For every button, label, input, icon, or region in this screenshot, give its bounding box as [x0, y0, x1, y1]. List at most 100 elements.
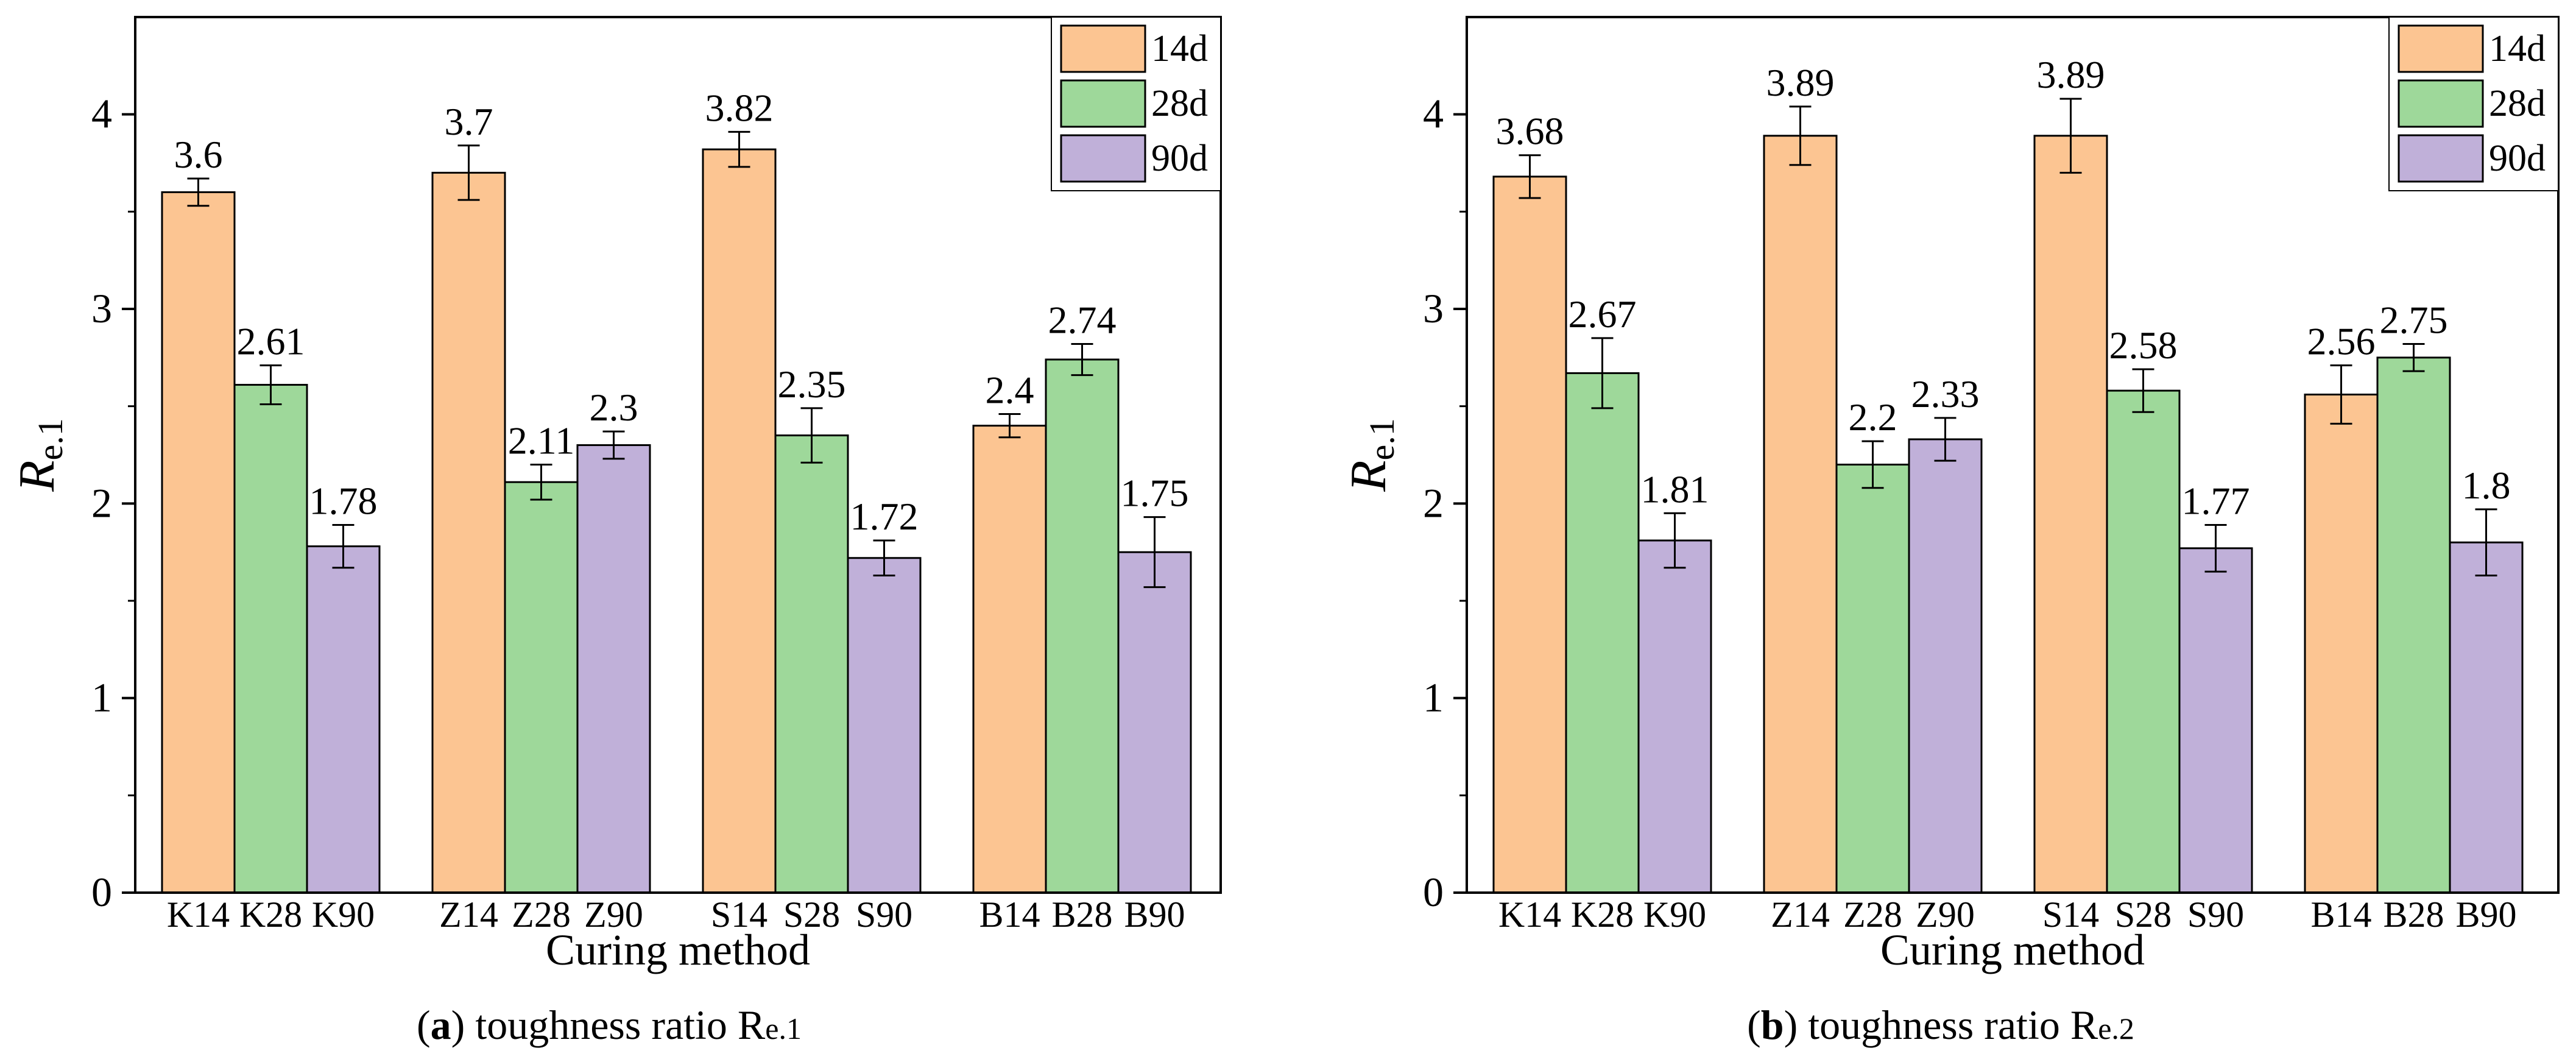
- category-label-B14: B14: [2310, 894, 2371, 935]
- y-tick-label-4: 4: [91, 91, 112, 137]
- legend-swatch-28d: [1060, 79, 1146, 128]
- category-label-K90: K90: [1643, 894, 1706, 935]
- legend-label-14d: 14d: [1151, 28, 1208, 69]
- bar-Z90: [576, 444, 651, 894]
- bar-K90: [306, 545, 381, 894]
- plot-frame: [1466, 16, 2560, 894]
- bar-K28: [1565, 372, 1640, 894]
- data-label-B90: 1.75: [1121, 472, 1189, 515]
- data-label-K28: 2.67: [1569, 292, 1637, 336]
- category-label-Z14: Z14: [1771, 894, 1830, 935]
- plot-frame: [134, 16, 1222, 894]
- bar-S90: [847, 557, 922, 894]
- legend-label-90d: 90d: [1151, 138, 1208, 179]
- category-label-S90: S90: [856, 894, 912, 935]
- chart-panel-a: 3.6 K14 2.61 K28 1.78 K90 3.7 Z14 2.11 Z28 2.3 Z90 3…: [9, 16, 1222, 1048]
- legend-label-90d: 90d: [2489, 138, 2546, 179]
- y-tick-label-0: 0: [1423, 869, 1444, 915]
- category-label-K14: K14: [1498, 894, 1561, 935]
- data-label-S90: 1.77: [2182, 479, 2250, 522]
- bar-S90: [2178, 547, 2253, 894]
- caption-text: toughness ratio R: [1798, 1002, 2098, 1048]
- legend-swatch-90d: [2398, 134, 2484, 183]
- y-axis-title: Re.1: [9, 418, 70, 492]
- y-tick-label-0: 0: [91, 869, 112, 915]
- category-label-K28: K28: [1571, 894, 1634, 935]
- data-label-Z90: 2.33: [1911, 372, 1980, 416]
- data-label-B28: 2.74: [1048, 298, 1117, 341]
- bar-K14: [1492, 175, 1567, 894]
- y-axis-title: Re.1: [1340, 418, 1402, 492]
- category-label-S14: S14: [711, 894, 768, 935]
- data-label-S28: 2.58: [2109, 324, 2178, 367]
- data-label-K14: 3.6: [174, 133, 223, 176]
- legend-swatch-14d: [1060, 24, 1146, 73]
- y-tick-label-1: 1: [1423, 675, 1444, 721]
- legend-label-28d: 28d: [2489, 83, 2546, 124]
- category-label-B28: B28: [1051, 894, 1112, 935]
- category-label-S90: S90: [2187, 894, 2244, 935]
- category-label-B14: B14: [979, 894, 1040, 935]
- data-label-S14: 3.82: [705, 86, 774, 129]
- caption-text: toughness ratio R: [465, 1002, 766, 1048]
- bar-Z14: [431, 171, 506, 894]
- data-label-Z14: 3.7: [445, 100, 493, 143]
- data-label-K28: 2.61: [237, 320, 305, 363]
- data-label-B90: 1.8: [2462, 464, 2511, 507]
- bar-B90: [1117, 551, 1192, 894]
- bar-K90: [1637, 539, 1712, 894]
- y-axis-title-subscript: e.1: [1362, 418, 1402, 460]
- y-tick-label-2: 2: [1423, 480, 1444, 526]
- bar-Z28: [504, 481, 579, 894]
- caption-letter: a: [431, 1002, 451, 1048]
- legend-swatch-14d: [2398, 24, 2484, 73]
- bar-K28: [233, 384, 308, 894]
- bar-S14: [2033, 135, 2108, 894]
- bar-Z90: [1908, 438, 1983, 894]
- y-axis-title-subscript: e.1: [30, 418, 70, 460]
- category-label-Z90: Z90: [1916, 894, 1975, 935]
- category-label-Z28: Z28: [1843, 894, 1902, 935]
- figure-caption: (a) toughness ratio Re.1: [417, 1002, 802, 1048]
- y-tick-label-4: 4: [1423, 91, 1444, 137]
- legend-swatch-28d: [2398, 79, 2484, 128]
- caption-close-paren: ): [1784, 1002, 1798, 1048]
- bar-K14: [161, 191, 236, 894]
- data-label-B14: 2.56: [2307, 320, 2376, 363]
- data-label-K90: 1.78: [309, 479, 378, 522]
- legend-label-14d: 14d: [2489, 28, 2546, 69]
- data-label-S14: 3.89: [2037, 53, 2105, 96]
- category-label-Z90: Z90: [584, 894, 643, 935]
- data-label-K14: 3.68: [1496, 110, 1564, 153]
- data-label-Z28: 2.2: [1849, 395, 1897, 439]
- bar-S28: [774, 434, 849, 894]
- caption-open-paren: (: [417, 1002, 431, 1048]
- legend-swatch-90d: [1060, 134, 1146, 183]
- category-label-S28: S28: [2115, 894, 2172, 935]
- category-label-S28: S28: [783, 894, 840, 935]
- data-label-B28: 2.75: [2380, 298, 2448, 341]
- figure-caption: (b) toughness ratio Re.2: [1747, 1002, 2134, 1048]
- bar-Z14: [1763, 135, 1838, 894]
- category-label-B90: B90: [2455, 894, 2516, 935]
- y-tick-label-3: 3: [1423, 285, 1444, 331]
- bar-B28: [2376, 356, 2451, 894]
- data-label-B14: 2.4: [986, 368, 1034, 411]
- category-label-Z28: Z28: [512, 894, 571, 935]
- caption-letter: b: [1761, 1002, 1784, 1048]
- bar-S28: [2106, 389, 2181, 894]
- data-label-Z28: 2.11: [508, 419, 575, 462]
- caption-close-paren: ): [451, 1002, 465, 1048]
- bar-B90: [2449, 541, 2524, 894]
- category-label-Z14: Z14: [439, 894, 498, 935]
- bar-B14: [2304, 394, 2379, 894]
- data-label-S90: 1.72: [850, 495, 919, 538]
- category-label-B28: B28: [2383, 894, 2444, 935]
- bar-Z28: [1835, 463, 1910, 894]
- caption-subscript: e.1: [765, 1011, 802, 1046]
- data-label-S28: 2.35: [778, 363, 846, 406]
- category-label-B90: B90: [1124, 894, 1185, 935]
- category-label-S14: S14: [2042, 894, 2099, 935]
